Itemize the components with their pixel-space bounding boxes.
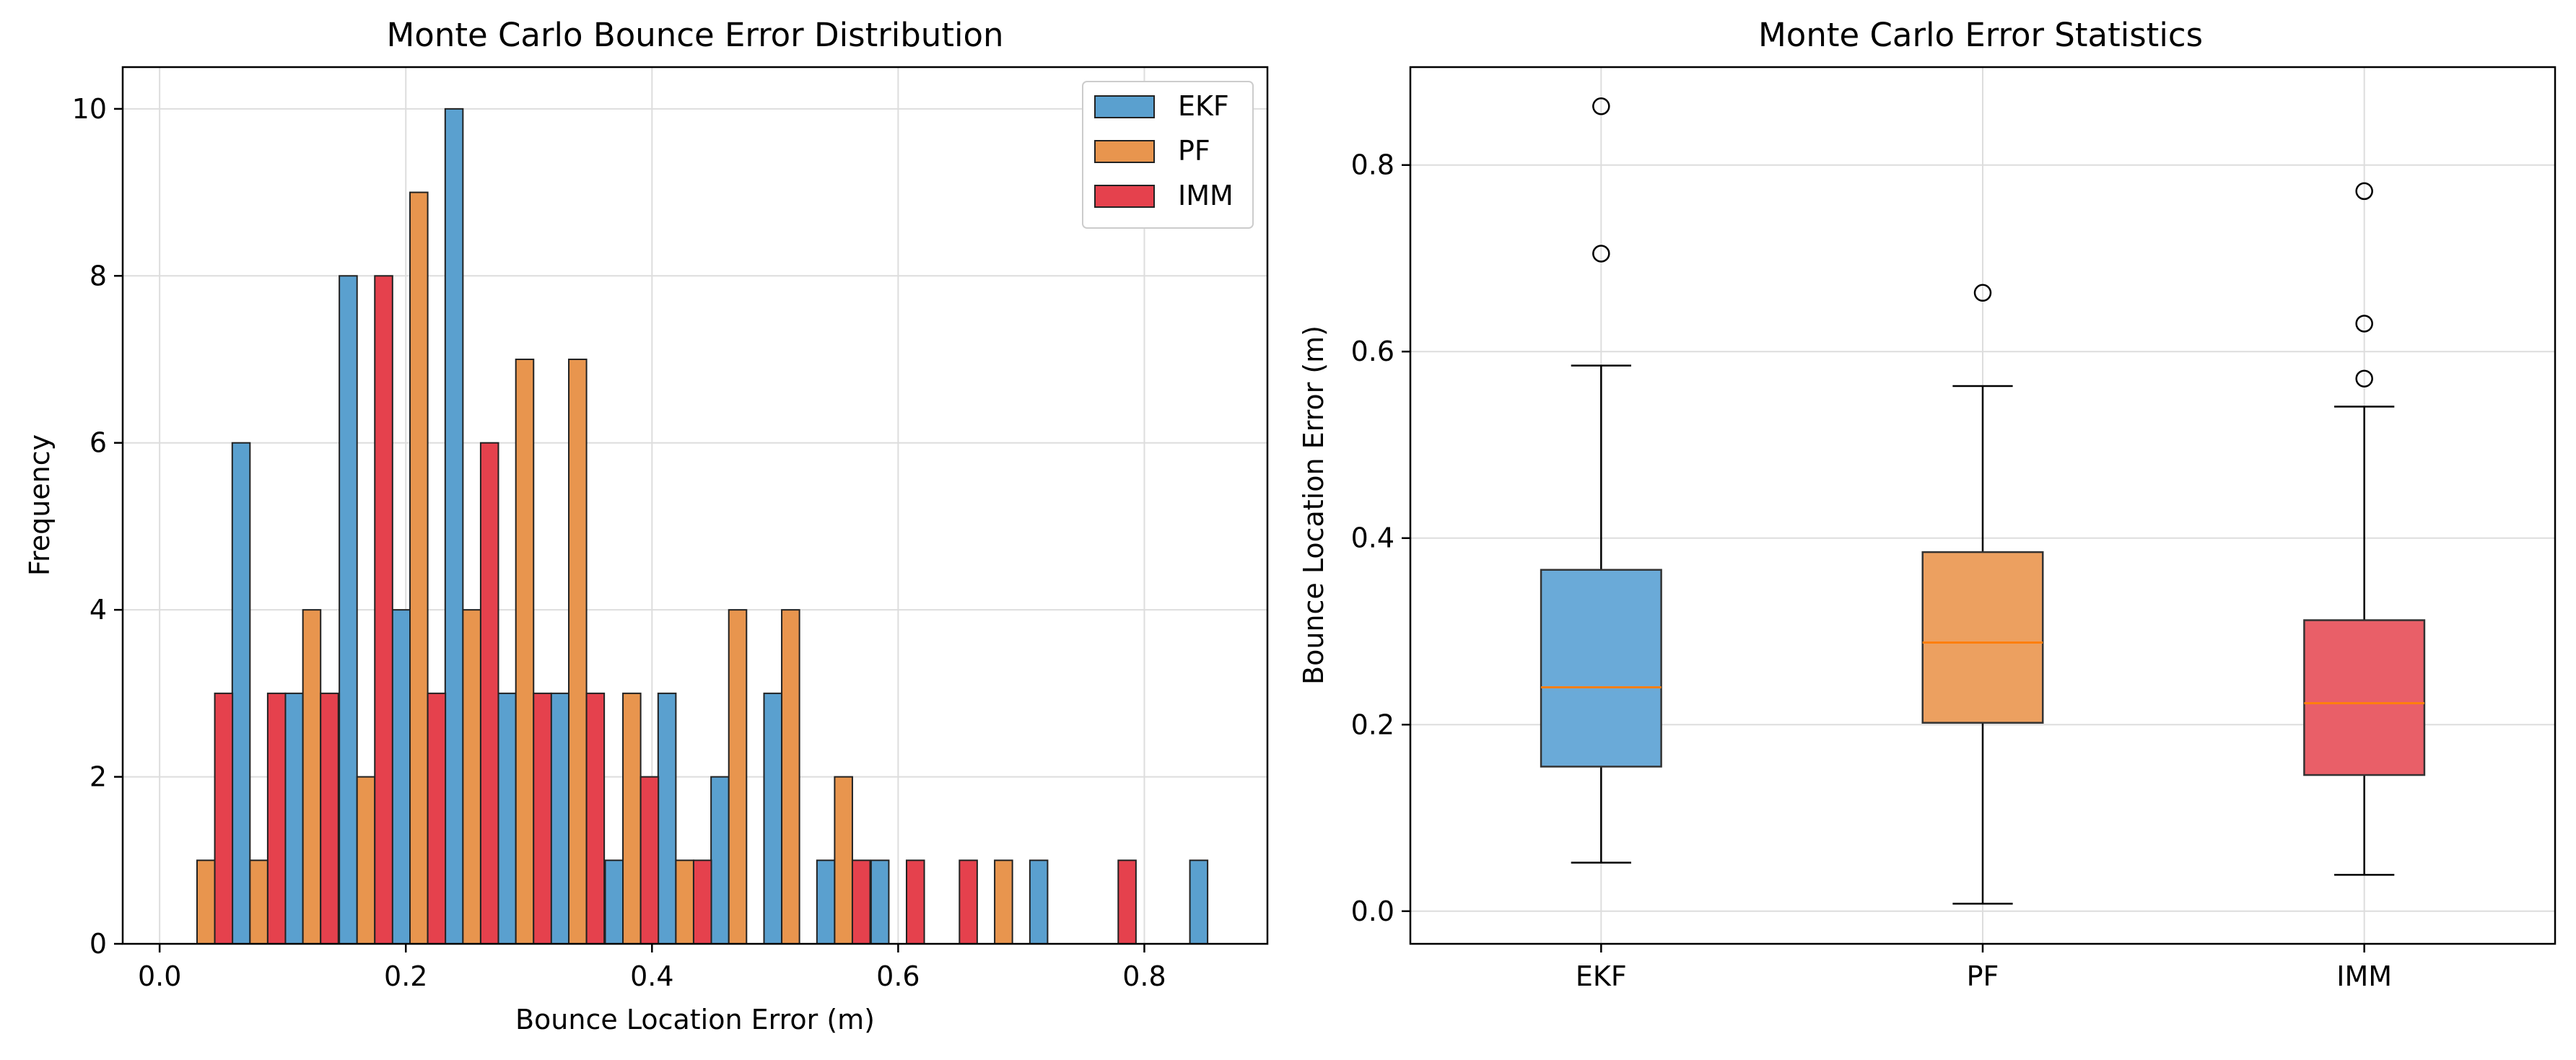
x-tick-label: 0.0 [138, 960, 181, 992]
bar-imm [639, 776, 660, 945]
bar-ekf [604, 859, 624, 945]
bar-imm [479, 442, 499, 945]
legend-swatch-pf [1094, 140, 1155, 163]
histogram-y-axis-label: Frequency [24, 434, 56, 576]
bar-imm [427, 692, 447, 945]
histogram-title: Monte Carlo Bounce Error Distribution [386, 16, 1003, 54]
bar-imm [585, 692, 606, 945]
bar-pf [196, 859, 216, 945]
x-tick-label: 0.6 [876, 960, 920, 992]
bar-pf [728, 609, 748, 945]
legend-swatch-ekf [1094, 95, 1155, 118]
outlier-imm [2355, 369, 2373, 387]
bar-ekf [550, 692, 570, 945]
bar-imm [214, 692, 234, 945]
boxplot-y-axis-label: Bounce Location Error (m) [1298, 325, 1330, 685]
x-tick-label: 0.4 [630, 960, 673, 992]
boxplot-y-ticks: 0.0 0.2 0.4 0.6 0.8 [1351, 149, 1410, 927]
bar-ekf [710, 776, 730, 945]
boxplot-panel: Monte Carlo Error Statistics EKF PF IMM 0.… [1298, 16, 2557, 992]
bar-pf [356, 776, 376, 945]
box-imm [2303, 619, 2426, 776]
histogram-legend: EKF PF IMM [1082, 81, 1254, 229]
bar-pf [781, 609, 800, 945]
bar-pf [675, 859, 694, 945]
y-tick-label: 0.2 [1351, 709, 1394, 740]
bar-imm [320, 692, 339, 945]
bar-ekf [231, 442, 251, 945]
y-tick-label: 2 [89, 761, 107, 793]
x-tick-label: IMM [2336, 960, 2392, 992]
bar-imm [1117, 859, 1137, 945]
y-tick-label: 0.4 [1351, 522, 1394, 554]
x-tick-label: 0.2 [384, 960, 427, 992]
y-tick-label: 10 [72, 93, 107, 125]
bar-pf [409, 191, 429, 945]
bar-ekf [1189, 859, 1209, 945]
bar-ekf [1029, 859, 1049, 945]
bar-imm [959, 859, 978, 945]
legend-label-pf: PF [1178, 135, 1210, 167]
y-tick-label: 6 [89, 427, 107, 459]
bar-ekf [284, 692, 304, 945]
bar-imm [533, 692, 552, 945]
histogram-plot-frame [121, 66, 1269, 945]
bar-ekf [763, 692, 783, 945]
outlier-ekf [1592, 97, 1610, 115]
bar-ekf [657, 692, 677, 945]
histogram-x-ticks: 0.0 0.2 0.4 0.6 0.8 [138, 944, 1166, 992]
outlier-ekf [1592, 245, 1610, 263]
boxplot-title: Monte Carlo Error Statistics [1758, 16, 2203, 54]
y-tick-label: 8 [89, 260, 107, 292]
bar-pf [834, 776, 853, 945]
x-tick-label: 0.8 [1122, 960, 1166, 992]
outlier-pf [1973, 284, 1992, 302]
histogram-x-axis-label: Bounce Location Error (m) [515, 1004, 875, 1035]
outlier-imm [2355, 315, 2373, 333]
bar-ekf [391, 609, 411, 945]
y-tick-label: 0.8 [1351, 149, 1394, 181]
histogram-panel: Monte Carlo Bounce Error Distribution 0.… [24, 16, 1269, 1035]
bar-ekf [497, 692, 517, 945]
y-tick-label: 4 [89, 594, 107, 626]
bar-imm [851, 859, 871, 945]
y-tick-label: 0.6 [1351, 336, 1394, 367]
histogram-y-ticks: 0 2 4 6 8 10 [72, 93, 123, 960]
bar-pf [462, 609, 481, 945]
bar-pf [622, 692, 642, 945]
boxplot-marks [1540, 97, 2426, 905]
bar-pf [302, 609, 322, 945]
legend-swatch-imm [1094, 185, 1155, 208]
box-ekf [1540, 569, 1662, 768]
bar-pf [249, 859, 268, 945]
y-tick-label: 0 [89, 928, 107, 960]
outlier-imm [2355, 182, 2373, 201]
bar-pf [568, 359, 588, 945]
bar-imm [374, 275, 393, 945]
bar-ekf [870, 859, 890, 945]
bar-pf [994, 859, 1013, 945]
bar-pf [515, 359, 535, 945]
x-tick-label: PF [1967, 960, 1999, 992]
legend-label-ekf: EKF [1178, 90, 1229, 122]
x-tick-label: EKF [1576, 960, 1627, 992]
bar-imm [905, 859, 925, 945]
bar-imm [266, 692, 287, 945]
bar-ekf [339, 275, 358, 945]
boxplot-x-ticks: EKF PF IMM [1576, 944, 2392, 992]
histogram-bars [196, 108, 1209, 945]
bar-imm [692, 859, 712, 945]
box-pf [1921, 551, 2044, 724]
bar-ekf [816, 859, 836, 945]
bar-ekf [444, 108, 464, 945]
legend-label-imm: IMM [1178, 180, 1234, 211]
y-tick-label: 0.0 [1351, 895, 1394, 927]
